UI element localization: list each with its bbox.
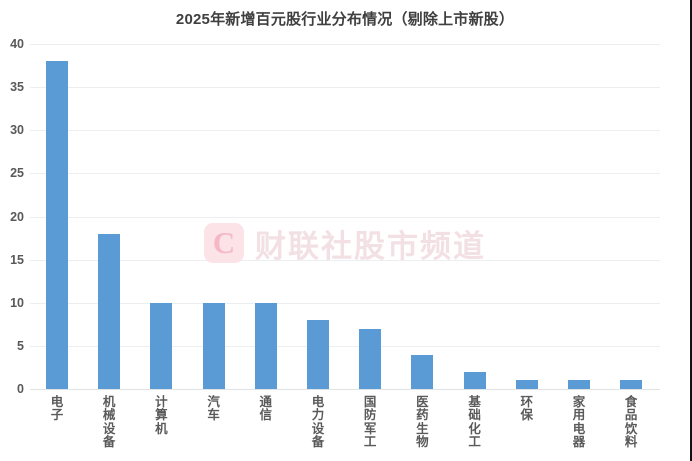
bar[interactable] bbox=[98, 233, 121, 389]
bar[interactable] bbox=[307, 320, 329, 389]
y-axis-tick-label: 15 bbox=[10, 252, 24, 267]
x-axis-category-label: 汽车 bbox=[207, 395, 220, 423]
x-axis-category-label: 医药生物 bbox=[416, 395, 429, 449]
y-axis-tick-label: 35 bbox=[10, 80, 24, 95]
x-axis-category-label: 机械设备 bbox=[102, 395, 116, 449]
y-axis-tick-label: 25 bbox=[10, 166, 24, 181]
y-axis-tick-label: 10 bbox=[10, 295, 24, 310]
gridline bbox=[30, 130, 660, 132]
y-axis-tick-label: 40 bbox=[10, 37, 24, 51]
x-axis-category-label: 国防军工 bbox=[363, 395, 377, 449]
bar[interactable] bbox=[515, 380, 538, 389]
x-axis-category-label: 环保 bbox=[520, 395, 534, 423]
gridline bbox=[30, 302, 660, 304]
gridline bbox=[30, 87, 660, 89]
x-axis-category-label: 计算机 bbox=[155, 395, 168, 436]
bar[interactable] bbox=[463, 371, 486, 389]
bar[interactable] bbox=[202, 302, 225, 389]
bar[interactable] bbox=[620, 380, 643, 389]
gridline bbox=[30, 44, 660, 45]
bar[interactable] bbox=[46, 61, 68, 389]
x-axis-category-label: 电子 bbox=[50, 395, 64, 423]
plot-area: 0 5 10 15 20 25 30 35 40 bbox=[10, 38, 660, 395]
chart-title: 2025年新增百元股行业分布情况（剔除上市新股） bbox=[175, 11, 515, 28]
gridline bbox=[30, 216, 660, 218]
gridline bbox=[30, 173, 660, 175]
y-axis-tick-label: 5 bbox=[17, 338, 24, 353]
x-axis-category-label: 食品饮料 bbox=[624, 395, 638, 449]
x-axis-labels: 电子 机械设备 计算机 汽车 通信 电力设备 国防军工 医药生物 基础化工 环保 家用电器 食品饮料 bbox=[30, 395, 660, 460]
x-axis-category-label: 家用电器 bbox=[572, 395, 586, 449]
gridline bbox=[30, 345, 660, 347]
y-axis-tick-label: 20 bbox=[10, 209, 24, 224]
bar[interactable] bbox=[568, 380, 590, 389]
y-axis-tick-label: 30 bbox=[10, 123, 24, 138]
y-axis-tick-label: 0 bbox=[17, 382, 24, 396]
x-axis-category-label: 通信 bbox=[259, 395, 273, 423]
x-axis-category-label: 电力设备 bbox=[311, 395, 325, 449]
bar[interactable] bbox=[254, 302, 277, 389]
gridline bbox=[30, 259, 660, 261]
x-axis-category-label: 基础化工 bbox=[468, 395, 481, 449]
bar[interactable] bbox=[411, 354, 434, 389]
bar[interactable] bbox=[150, 302, 173, 389]
gridline bbox=[30, 389, 660, 390]
bar[interactable] bbox=[359, 328, 382, 389]
